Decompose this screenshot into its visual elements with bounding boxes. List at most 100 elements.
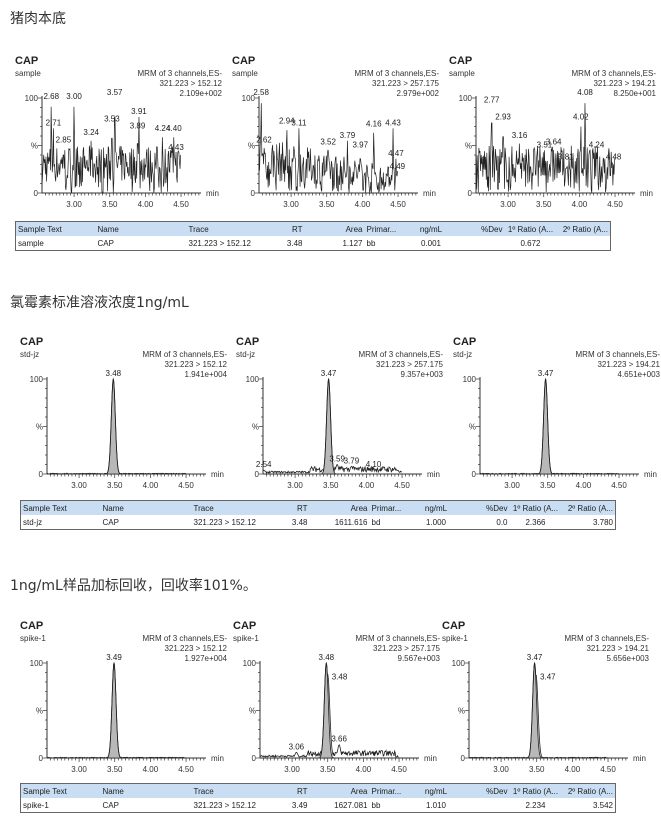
trace-header-line: 4.651e+003 <box>617 370 661 379</box>
y-tick-label: % <box>465 142 472 151</box>
column-header: Name <box>100 783 192 798</box>
y-tick-label: 100 <box>463 375 477 384</box>
table-cell: 321.223 > 152.12 <box>193 517 257 527</box>
x-unit-label: min <box>640 189 653 198</box>
compound-name: CAP <box>20 336 44 348</box>
trace-header-line: MRM of 3 channels,ES- <box>354 69 439 78</box>
table-cell: 3.780 <box>592 517 613 527</box>
column-header: Primar... <box>364 221 409 236</box>
table-cell: 0.672 <box>520 238 541 248</box>
trace-header-line: 321.223 > 152.12 <box>164 644 227 653</box>
y-tick-label: 100 <box>243 659 257 668</box>
table-row: std-jz CAP 321.223 > 152.12 3.48 1611.616 bd 1… <box>21 515 616 530</box>
peak-label: 3.79 <box>340 131 356 140</box>
chromatogram-plot: 100% 0 3.00 3.50 4.00 4.50 min 3.47 <box>463 369 657 490</box>
column-header: 2º Ratio (A... <box>556 221 611 236</box>
x-tick-label: 4.00 <box>143 481 159 490</box>
column-header: Primar... <box>369 500 414 515</box>
sample-name: std-jz <box>453 350 473 359</box>
y-tick-label: 0 <box>472 470 477 479</box>
integrated-peak-area <box>105 377 121 475</box>
x-tick-label: 4.00 <box>565 765 581 774</box>
table-cell: 1627.081 <box>334 800 368 810</box>
x-tick-label: 3.00 <box>71 481 87 490</box>
trace-header: MRM of 3 channels,ES- 321.223 > 194.21 4.6… <box>576 350 660 380</box>
x-tick-label: 4.00 <box>356 765 372 774</box>
trace-header-line: 321.223 > 152.12 <box>164 360 227 369</box>
x-tick-label: 3.50 <box>102 200 118 209</box>
y-tick-label: 0 <box>468 189 473 198</box>
chromatogram-panel: 100% 0 3.00 3.50 4.00 4.50 min 3.47 3.47 CAP spike… <box>442 620 657 785</box>
table-cell: 321.223 > 152.12 <box>193 800 257 810</box>
peak-label: 3.24 <box>83 128 99 137</box>
chromatogram-panel: 100% 0 3.00 3.50 4.00 4.50 min 3.49 CAP spike-1 MR… <box>20 620 235 785</box>
table-cell: 1611.616 <box>334 517 368 527</box>
y-tick-label: 0 <box>255 470 260 479</box>
x-tick-label: 4.50 <box>178 765 194 774</box>
chromatogram-trace <box>479 378 619 475</box>
chromatogram-plot: 100% 0 3.00 3.50 4.00 4.50 min 3.48 <box>30 369 224 490</box>
trace-header-line: MRM of 3 channels,ES- <box>142 350 227 359</box>
table-cell: 2.234 <box>525 800 546 810</box>
sample-name: sample <box>232 69 258 78</box>
table-row: sample CAP 321.223 > 152.12 3.48 1.127 bb 0.00… <box>16 236 611 251</box>
chromatogram-panel: 100% 0 3.00 3.50 4.00 4.50 min 3.48 CAP std-jz MRM… <box>20 336 235 501</box>
peak-label: 3.66 <box>331 735 347 744</box>
x-tick-label: 4.50 <box>611 481 627 490</box>
table-cell <box>454 236 505 251</box>
column-header: ng/mL <box>413 783 459 798</box>
x-tick-label: 3.00 <box>284 765 300 774</box>
peak-label: 2.94 <box>279 117 295 126</box>
peak-label: 4.24 <box>155 124 171 133</box>
y-tick-label: % <box>252 423 259 432</box>
quantitation-table: Sample Text Name Trace RT Area Primar... ng/mL… <box>20 783 616 813</box>
table-cell: bb <box>366 238 376 248</box>
x-tick-label: 4.50 <box>391 765 407 774</box>
x-tick-label: 3.50 <box>323 481 339 490</box>
x-tick-label: 3.00 <box>493 765 509 774</box>
y-tick-label: 100 <box>459 94 473 103</box>
y-tick-label: 100 <box>242 94 256 103</box>
trace-header-line: 9.357e+003 <box>400 370 444 379</box>
sample-name: std-jz <box>20 350 40 359</box>
column-header: %Dev <box>453 221 505 236</box>
x-tick-label: 4.00 <box>143 765 159 774</box>
peak-label: 2.58 <box>253 88 269 97</box>
column-header: Area <box>309 500 370 515</box>
compound-name: CAP <box>442 620 466 632</box>
table-cell: CAP <box>102 800 119 810</box>
table-cell: 3.48 <box>291 517 308 527</box>
y-tick-label: 100 <box>246 375 260 384</box>
chromatogram-plot: 100% 0 3.00 3.50 4.00 4.50 min 3.47 2.54 3.593.79… <box>246 369 440 490</box>
trace-header-line: 321.223 > 194.21 <box>597 360 660 369</box>
table-cell: 0.001 <box>420 238 442 248</box>
trace-header-line: 321.223 > 257.175 <box>372 79 439 88</box>
trace-header-line: 8.250e+001 <box>613 89 657 98</box>
peak-label: 2.54 <box>256 460 272 469</box>
trace-header-line: MRM of 3 channels,ES- <box>571 69 656 78</box>
chromatogram-plot: 100% 0 3.00 3.50 4.00 4.50 min 2.77 2.933.16 3.51… <box>459 88 653 209</box>
x-tick-label: 4.50 <box>607 200 623 209</box>
y-tick-label: 100 <box>30 659 44 668</box>
column-header: 1º Ratio (A... <box>509 500 562 515</box>
chromatogram-trace <box>475 103 615 193</box>
trace-header-line: 321.223 > 152.12 <box>159 79 222 88</box>
y-tick-label: % <box>248 142 255 151</box>
x-unit-label: min <box>644 470 657 479</box>
trace-header: MRM of 3 channels,ES- 321.223 > 152.12 1.9… <box>143 350 227 380</box>
chromatogram-panel: 100% 0 3.00 3.50 4.00 4.50 min 3.48 3.48 3.06 3.66… <box>233 620 448 785</box>
x-tick-label: 3.00 <box>500 200 516 209</box>
peak-label: 4.47 <box>388 149 404 158</box>
trace-header: MRM of 3 channels,ES- 321.223 > 152.12 2.1… <box>138 69 222 99</box>
x-unit-label: min <box>423 189 436 198</box>
peak-label: 4.43 <box>385 118 401 127</box>
table-cell: 1.010 <box>425 800 447 810</box>
y-tick-label: 0 <box>251 189 256 198</box>
y-tick-label: 100 <box>25 94 39 103</box>
column-header: RT <box>273 783 310 798</box>
chromatogram-plot: 100% 0 3.00 3.50 4.00 4.50 min 3.49 <box>30 653 224 774</box>
column-header: 2º Ratio (A... <box>561 783 616 798</box>
peak-label: 3.51 <box>537 140 553 149</box>
trace-header-line: 1.941e+004 <box>184 370 228 379</box>
y-tick-label: 0 <box>461 754 466 763</box>
